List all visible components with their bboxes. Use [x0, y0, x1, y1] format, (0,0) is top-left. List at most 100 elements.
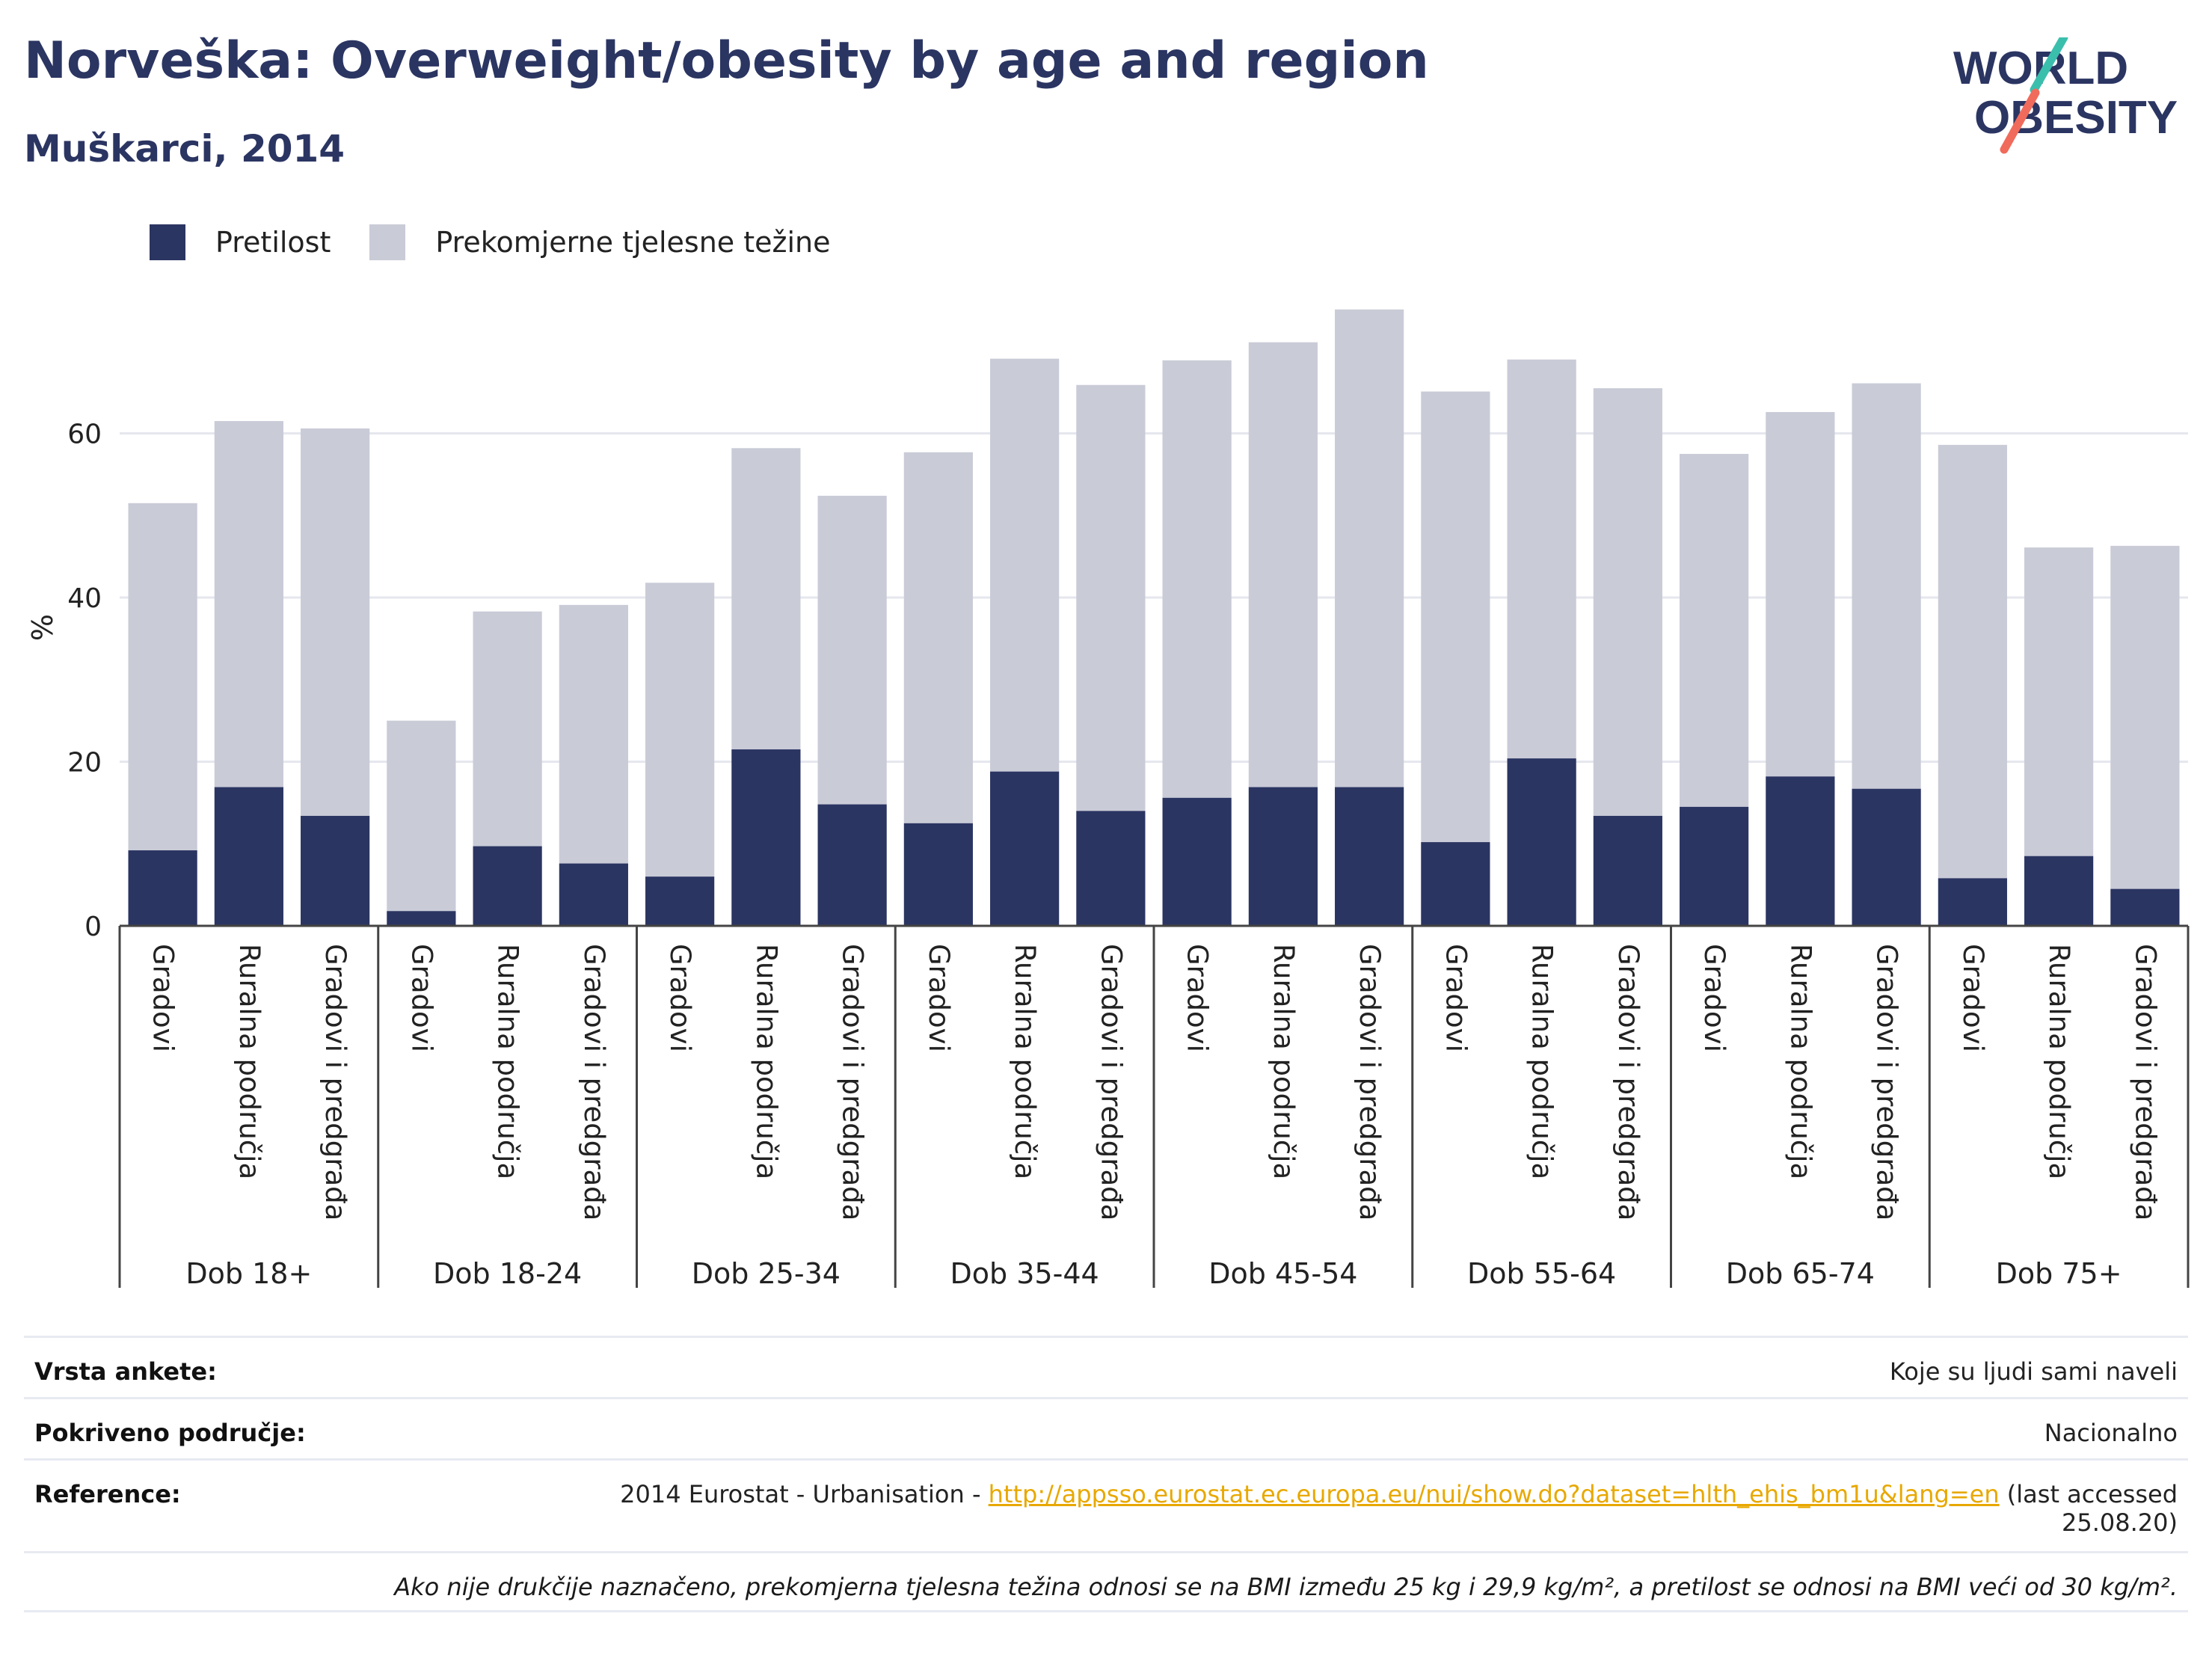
meta-row-note: Ako nije drukčije naznačeno, prekomjerna…: [24, 1551, 2188, 1612]
bar-overweight: [387, 720, 456, 912]
y-tick-label: 20: [67, 748, 102, 779]
legend-item-obesity[interactable]: Pretilost: [150, 224, 331, 260]
chart-title: Norveška: Overweight/obesity by age and …: [24, 31, 1429, 90]
x-category-label: Gradovi i predgrađa: [1871, 944, 1903, 1220]
bar-obesity: [1248, 787, 1318, 926]
legend-swatch-overweight: [369, 224, 406, 260]
bar-obesity: [1852, 788, 1921, 926]
bar-obesity: [214, 787, 283, 926]
meta-reference-suffix: (last accessed: [1999, 1480, 2178, 1508]
bar-overweight: [2110, 545, 2180, 889]
meta-survey-type-label: Vrsta ankete:: [34, 1357, 217, 1386]
bar-obesity: [903, 823, 973, 926]
x-group-label: Dob 45-54: [1208, 1257, 1357, 1290]
bar-overweight: [559, 604, 628, 864]
meta-note: Ako nije drukčije naznačeno, prekomjerna…: [394, 1573, 2178, 1601]
x-category-label: Ruralna područja: [2043, 944, 2075, 1179]
meta-reference-label: Reference:: [34, 1480, 181, 1508]
x-category-label: Gradovi: [405, 944, 437, 1052]
y-tick-label: 60: [67, 420, 102, 450]
bar-overweight: [817, 495, 887, 805]
meta-coverage-value: Nacionalno: [2044, 1419, 2178, 1447]
x-category-label: Ruralna područja: [1009, 944, 1041, 1179]
x-category-label: Gradovi: [1440, 944, 1472, 1052]
x-category-label: Gradovi: [1182, 944, 1214, 1052]
bar-overweight: [1852, 383, 1921, 789]
meta-reference-prefix: 2014 Eurostat - Urbanisation -: [620, 1480, 989, 1508]
bar-overweight: [1593, 388, 1662, 816]
x-category-label: Ruralna područja: [1784, 944, 1816, 1179]
meta-reference-date: 25.08.20): [2062, 1508, 2178, 1537]
bar-overweight: [301, 428, 370, 816]
x-category-label: Gradovi: [147, 944, 179, 1052]
x-category-label: Gradovi i predgrađa: [1612, 944, 1644, 1220]
x-category-label: Gradovi: [1957, 944, 1989, 1052]
bar-obesity: [817, 804, 887, 926]
x-category-label: Gradovi i predgrađa: [1354, 944, 1386, 1220]
meta-reference-value: 2014 Eurostat - Urbanisation - http://ap…: [620, 1480, 2178, 1537]
bar-overweight: [1507, 359, 1576, 759]
x-group-label: Dob 18-24: [433, 1257, 582, 1290]
bar-overweight: [473, 611, 542, 847]
x-group-label: Dob 35-44: [950, 1257, 1099, 1290]
x-category-label: Gradovi i predgrađa: [578, 944, 610, 1220]
bar-obesity: [1507, 758, 1576, 926]
bar-chart: 0 20 40 60% Gradovi Ruralna područja Gradovi i…: [26, 309, 2190, 1290]
legend: Pretilost Prekomjerne tjelesne težine: [150, 221, 870, 263]
bar-overweight: [645, 583, 715, 877]
y-axis-title: %: [26, 614, 59, 641]
bar-overweight: [990, 358, 1060, 772]
bar-obesity: [1938, 878, 2007, 926]
bar-overweight: [731, 448, 801, 750]
x-group-label: Dob 18+: [185, 1257, 312, 1290]
x-group-label: Dob 75+: [1996, 1257, 2122, 1290]
logo-slash-bottom: [2000, 88, 2040, 154]
bar-overweight: [1076, 384, 1146, 811]
bar-obesity: [1421, 842, 1490, 926]
bar-overweight: [1248, 342, 1318, 787]
bar-overweight: [214, 421, 283, 787]
x-category-label: Ruralna područja: [750, 944, 782, 1179]
bar-obesity: [1680, 806, 1749, 926]
bar-obesity: [1766, 776, 1835, 926]
meta-row-reference: Reference: 2014 Eurostat - Urbanisation …: [24, 1458, 2188, 1551]
x-category-label: Gradovi i predgrađa: [319, 944, 351, 1220]
bar-overweight: [1335, 309, 1404, 787]
bar-overweight: [1766, 411, 1835, 777]
legend-swatch-obesity: [150, 224, 185, 260]
x-category-label: Gradovi: [923, 944, 955, 1052]
bar-obesity: [387, 911, 456, 926]
x-group-label: Dob 65-74: [1726, 1257, 1875, 1290]
x-group-label: Dob 25-34: [692, 1257, 841, 1290]
bar-obesity: [128, 850, 197, 926]
bar-overweight: [128, 503, 197, 851]
bar-obesity: [2024, 856, 2094, 926]
x-category-label: Gradovi i predgrađa: [2129, 944, 2161, 1220]
x-category-label: Gradovi i predgrađa: [837, 944, 869, 1220]
meta-row-coverage: Pokriveno područje: Nacionalno: [24, 1397, 2188, 1458]
x-category-label: Ruralna područja: [492, 944, 524, 1179]
bar-obesity: [990, 771, 1060, 926]
meta-reference-link[interactable]: http://appsso.eurostat.ec.europa.eu/nui/…: [988, 1480, 2000, 1508]
bar-obesity: [1162, 797, 1232, 926]
bar-overweight: [903, 452, 973, 823]
meta-row-survey-type: Vrsta ankete: Koje su ljudi sami naveli: [24, 1336, 2188, 1397]
x-category-label: Gradovi i predgrađa: [1095, 944, 1127, 1220]
x-category-label: Gradovi: [664, 944, 696, 1052]
y-tick-label: 0: [85, 912, 102, 942]
bar-obesity: [301, 815, 370, 926]
x-category-label: Ruralna područja: [1526, 944, 1558, 1179]
y-tick-label: 40: [67, 583, 102, 614]
x-category-label: Ruralna područja: [233, 944, 265, 1179]
x-category-label: Gradovi: [1698, 944, 1730, 1052]
x-group-label: Dob 55-64: [1467, 1257, 1616, 1290]
world-obesity-logo: WORLD OBESITY: [1953, 37, 2178, 154]
legend-label-overweight: Prekomjerne tjelesne težine: [435, 226, 831, 259]
bar-obesity: [2110, 888, 2180, 926]
bar-obesity: [731, 749, 801, 926]
metadata-table: Vrsta ankete: Koje su ljudi sami naveli …: [24, 1336, 2188, 1612]
bar-overweight: [1938, 444, 2007, 879]
legend-label-obesity: Pretilost: [215, 226, 331, 259]
bar-overweight: [1680, 453, 1749, 807]
legend-item-overweight[interactable]: Prekomjerne tjelesne težine: [369, 224, 831, 260]
